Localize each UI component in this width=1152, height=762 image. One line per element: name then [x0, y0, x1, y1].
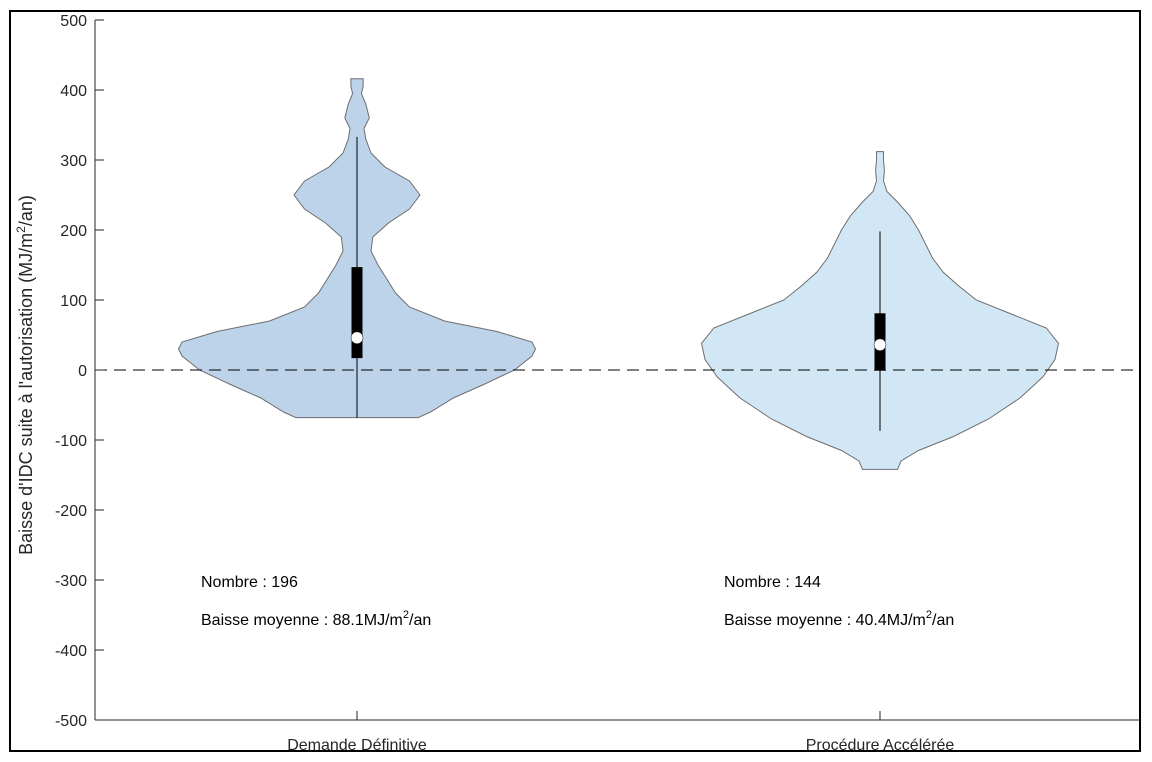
- mean-annotation-unit: /an: [409, 612, 431, 629]
- y-tick-label: -100: [55, 433, 87, 450]
- y-tick-label: 100: [60, 293, 87, 310]
- x-tick-label: Demande Définitive: [287, 737, 427, 754]
- y-tick-label: 400: [60, 83, 87, 100]
- y-axis-label-sup: 2: [14, 226, 28, 233]
- count-annotation: Nombre : 196: [201, 574, 298, 591]
- mean-annotation-text: Baisse moyenne : 40.4MJ/m: [724, 612, 926, 629]
- y-axis-label: Baisse d'IDC suite à l'autorisation (MJ/…: [14, 195, 36, 555]
- violins: [177, 78, 1060, 470]
- iqr-box: [351, 267, 363, 359]
- median-marker: [350, 331, 364, 345]
- y-tick-label: 200: [60, 223, 87, 240]
- mean-annotation: Baisse moyenne : 40.4MJ/m2/an: [724, 609, 954, 629]
- y-tick-label: -500: [55, 713, 87, 730]
- count-annotation: Nombre : 144: [724, 574, 821, 591]
- y-tick-label: 500: [60, 13, 87, 30]
- box-markers: [350, 136, 887, 431]
- y-tick-label: 300: [60, 153, 87, 170]
- y-tick-label: 0: [78, 363, 87, 380]
- mean-annotation-sup: 2: [926, 609, 932, 621]
- y-axis-label-main: Baisse d'IDC suite à l'autorisation (MJ/…: [16, 233, 36, 555]
- y-tick-label: -400: [55, 643, 87, 660]
- figure-frame: [9, 10, 1141, 752]
- y-tick-label: -200: [55, 503, 87, 520]
- mean-annotation-text: Baisse moyenne : 88.1MJ/m: [201, 612, 403, 629]
- x-tick-label: Procédure Accélérée: [806, 737, 955, 754]
- median-marker: [873, 338, 887, 352]
- y-axis-label-tail: /an): [16, 195, 36, 226]
- mean-annotation-sup: 2: [403, 609, 409, 621]
- mean-annotation-unit: /an: [932, 612, 954, 629]
- y-tick-label: -300: [55, 573, 87, 590]
- mean-annotation: Baisse moyenne : 88.1MJ/m2/an: [201, 609, 431, 629]
- axes: 500 400 300 200 100 0 -100 -200 -300 -400 -500 Dema…: [55, 13, 1140, 754]
